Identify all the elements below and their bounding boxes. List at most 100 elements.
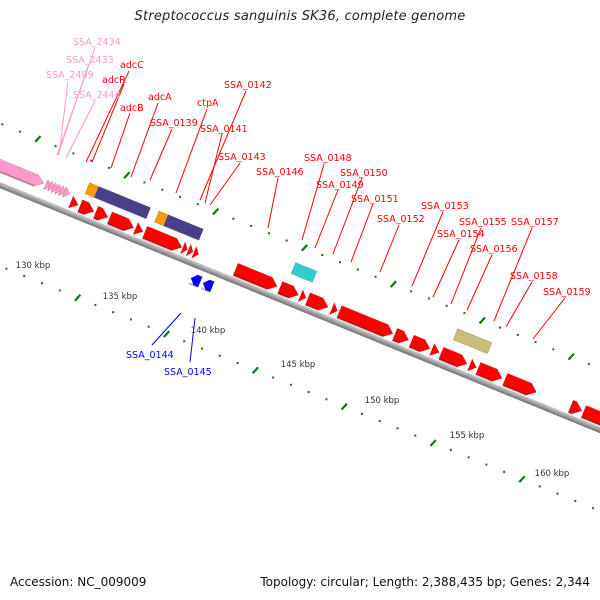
- outer-major-tick: [212, 207, 220, 216]
- leader-line: [450, 227, 482, 305]
- outer-minor-tick: [427, 297, 430, 300]
- inner-minor-tick: [23, 274, 26, 277]
- inner-major-tick: [251, 366, 259, 375]
- leader-line: [65, 100, 96, 159]
- gene-arrow-forward: [185, 243, 194, 257]
- outer-minor-tick: [463, 312, 466, 315]
- gene-label: SSA_0154: [437, 229, 485, 240]
- gene-arrow-forward-shade: [438, 358, 458, 368]
- outer-minor-tick: [445, 304, 448, 307]
- kbp-tick-label: 130 kbp: [16, 261, 51, 271]
- gene-label: SSA_0159: [543, 287, 591, 298]
- gene-arrow-forward-shade: [580, 416, 600, 427]
- inner-minor-tick: [200, 347, 203, 350]
- gene-label: SSA_0158: [510, 271, 558, 282]
- gene-arrow-reverse-shade: [200, 287, 211, 293]
- gene-arrow-forward: [475, 361, 503, 382]
- genome-summary: Topology: circular; Length: 2,388,435 bp…: [260, 575, 590, 589]
- inner-minor-tick: [449, 449, 452, 452]
- gene-arrow-forward: [142, 225, 183, 251]
- gene-arrow-forward-shade: [475, 373, 493, 383]
- kbp-tick-label: 135 kbp: [103, 292, 138, 302]
- kbp-tick-label: 150 kbp: [365, 396, 400, 406]
- gene-label: SSA_2444: [73, 90, 121, 101]
- outer-minor-tick: [196, 203, 199, 206]
- leader-line: [209, 162, 241, 206]
- genome-backbone: [0, 167, 600, 460]
- outer-minor-tick: [179, 195, 182, 198]
- leader-line: [505, 281, 533, 328]
- domain-block-khaki: [452, 328, 493, 355]
- inner-minor-tick: [307, 391, 310, 394]
- gene-label: SSA_0157: [511, 217, 559, 228]
- gene-arrow-forward: [132, 221, 144, 235]
- leader-line: [110, 112, 131, 169]
- gene-label: SSA_0143: [218, 152, 266, 163]
- outer-major-tick: [34, 135, 42, 143]
- gene-arrow-reverse: [190, 274, 203, 288]
- outer-minor-tick: [107, 166, 110, 169]
- inner-minor-tick: [414, 434, 417, 437]
- leader-line: [189, 317, 196, 363]
- outer-major-tick: [567, 352, 575, 361]
- outer-minor-tick: [498, 326, 501, 329]
- outer-major-tick: [301, 244, 309, 252]
- gene-arrow-forward: [328, 301, 338, 316]
- inner-major-tick: [518, 475, 526, 483]
- outer-minor-tick: [516, 333, 519, 336]
- inner-minor-tick: [147, 325, 150, 328]
- gene-label: SSA_0141: [200, 124, 248, 135]
- inner-minor-tick: [94, 303, 97, 306]
- outer-minor-tick: [232, 217, 235, 220]
- inner-minor-tick: [485, 463, 488, 466]
- gene-arrow-reverse: [202, 279, 215, 293]
- gene-arrow-forward: [92, 205, 109, 221]
- inner-major-tick: [340, 402, 348, 411]
- outer-major-tick: [123, 171, 131, 179]
- leader-line: [350, 203, 374, 263]
- inner-minor-tick: [556, 492, 559, 495]
- leader-line: [314, 189, 339, 249]
- domain-block-purple: [163, 214, 204, 241]
- inner-major-tick: [74, 294, 82, 302]
- gene-arrow-forward-shade: [408, 346, 421, 353]
- leader-line: [532, 297, 566, 340]
- gene-label: SSA_0152: [377, 214, 425, 225]
- inner-tick-track: [5, 267, 595, 510]
- kbp-tick-label: 155 kbp: [450, 431, 485, 441]
- inner-minor-tick: [574, 499, 577, 502]
- inner-minor-tick: [112, 311, 115, 314]
- gene-arrow-forward: [567, 399, 583, 415]
- inner-major-tick: [163, 330, 171, 338]
- gene-label: SSA_2433: [66, 55, 114, 66]
- leader-line: [58, 81, 69, 156]
- inner-minor-tick: [129, 318, 132, 321]
- gene-arrow-forward-shade: [567, 411, 573, 415]
- outer-minor-tick: [285, 239, 288, 242]
- gene-label: SSA_0156: [470, 244, 518, 255]
- outer-tick-track: [1, 123, 590, 365]
- gene-label: SSA_0142: [224, 80, 272, 91]
- inner-minor-tick: [538, 485, 541, 488]
- kbp-tick-label: 140 kbp: [191, 326, 226, 336]
- gene-label: SSA_0151: [351, 194, 399, 205]
- gene-label: adcC: [120, 60, 144, 71]
- gene-arrow-forward-shade: [77, 210, 85, 216]
- outer-minor-tick: [90, 159, 93, 162]
- gene-arrow-forward-shade: [502, 384, 528, 397]
- gene-arrow-forward-shade: [304, 303, 319, 312]
- leader-line: [85, 70, 130, 163]
- gene-label: SSA_0149: [316, 180, 364, 191]
- outer-minor-tick: [72, 152, 75, 155]
- gene-arrow-forward-shade: [92, 217, 99, 222]
- leader-line: [332, 177, 363, 255]
- map-title: Streptococcus sanguinis SK36, complete g…: [134, 9, 466, 24]
- gene-arrow-forward: [232, 262, 278, 290]
- gene-label: SSA_2434: [73, 37, 121, 48]
- inner-minor-tick: [58, 289, 61, 292]
- gene-label: SSA_0155: [459, 217, 507, 228]
- outer-minor-tick: [267, 232, 270, 235]
- gene-arrow-forward: [67, 195, 79, 209]
- outer-minor-tick: [19, 130, 22, 133]
- outer-minor-tick: [54, 145, 57, 148]
